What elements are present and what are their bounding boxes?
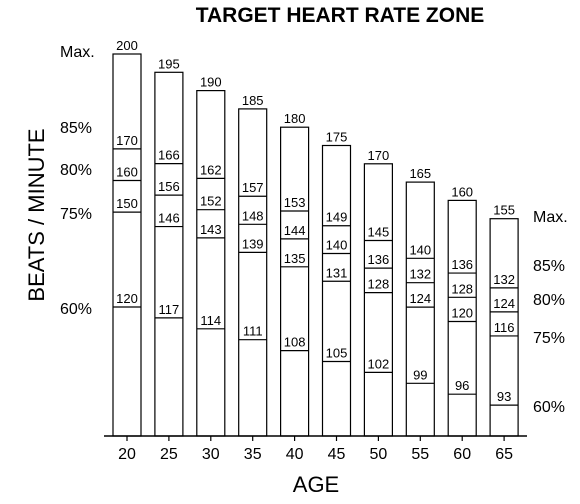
bar-age-25: [154, 71, 184, 437]
x-tick-label-45: 45: [328, 446, 346, 463]
x-tick-label-55: 55: [411, 446, 429, 463]
x-tick-label-65: 65: [495, 446, 513, 463]
value-label-75pct-20: 150: [116, 196, 138, 211]
value-label-80pct-20: 160: [116, 165, 138, 180]
x-tick-label-50: 50: [370, 446, 388, 463]
value-label-75pct-65: 116: [494, 320, 515, 335]
value-label-75pct-25: 146: [158, 211, 180, 226]
right-zone-label-80: 80%: [533, 292, 565, 309]
value-label-85pct-35: 157: [242, 180, 264, 195]
bar-age-30: [196, 89, 226, 437]
value-label-75pct-30: 143: [200, 222, 222, 237]
value-label-80pct-40: 144: [284, 223, 306, 238]
value-label-60pct-25: 117: [159, 302, 180, 317]
right-zone-label-85: 85%: [533, 258, 565, 275]
left-zone-label-80: 80%: [60, 162, 92, 179]
value-label-85pct-20: 170: [116, 133, 138, 148]
value-label-85pct-25: 166: [158, 148, 180, 163]
value-label-85pct-30: 162: [200, 162, 222, 177]
x-ticks-layer: 20 25 30 35 40 45 50 55 60 65: [118, 436, 513, 463]
right-zone-label-60: 60%: [533, 399, 565, 416]
y-axis-title: BEATS / MINUTE: [24, 128, 49, 301]
value-label-60pct-30: 114: [200, 313, 221, 328]
x-tick-label-60: 60: [453, 446, 471, 463]
value-label-80pct-35: 148: [242, 208, 264, 223]
x-tick-label-20: 20: [118, 446, 136, 463]
x-tick-label-40: 40: [286, 446, 304, 463]
value-label-max-40: 180: [284, 111, 306, 126]
bar-age-55: [405, 181, 435, 437]
value-label-60pct-20: 120: [116, 291, 138, 306]
value-label-60pct-50: 102: [368, 356, 390, 371]
value-label-max-30: 190: [200, 75, 222, 90]
value-label-85pct-60: 136: [451, 257, 473, 272]
value-label-75pct-35: 139: [242, 236, 264, 251]
left-zone-label-75: 75%: [60, 206, 92, 223]
value-label-60pct-60: 96: [455, 378, 469, 393]
value-label-60pct-55: 99: [413, 367, 427, 382]
value-label-80pct-60: 128: [451, 281, 473, 296]
value-label-max-25: 195: [158, 56, 180, 71]
right-zone-label-75: 75%: [533, 330, 565, 347]
value-label-60pct-40: 108: [284, 335, 306, 350]
bar-age-60: [447, 199, 477, 437]
value-label-80pct-55: 132: [409, 267, 431, 282]
x-tick-label-25: 25: [160, 446, 178, 463]
left-zone-label-max: Max.: [60, 44, 95, 61]
value-label-max-20: 200: [116, 38, 138, 53]
value-label-80pct-50: 136: [368, 252, 390, 267]
x-tick-label-35: 35: [244, 446, 262, 463]
bar-age-40: [280, 126, 310, 437]
bars-layer: 200 170 160 150 120 195 166 156 146 117 190 162 152 1…: [112, 38, 519, 437]
value-label-max-55: 165: [409, 166, 431, 181]
value-label-max-60: 160: [451, 184, 473, 199]
value-label-85pct-45: 149: [326, 210, 348, 225]
value-label-80pct-30: 152: [200, 194, 222, 209]
value-label-75pct-40: 135: [284, 251, 306, 266]
value-label-60pct-45: 105: [326, 346, 348, 361]
value-label-max-45: 175: [326, 130, 348, 145]
value-label-85pct-40: 153: [284, 195, 306, 210]
left-zone-label-85: 85%: [60, 120, 92, 137]
value-label-max-50: 170: [368, 148, 390, 163]
value-label-max-65: 155: [493, 203, 515, 218]
bar-age-35: [238, 108, 268, 437]
value-label-60pct-35: 111: [243, 324, 263, 339]
value-label-85pct-65: 132: [493, 272, 515, 287]
value-label-75pct-50: 128: [368, 277, 390, 292]
value-label-60pct-65: 93: [497, 389, 511, 404]
left-zone-label-60: 60%: [60, 301, 92, 318]
right-zone-label-max: Max.: [533, 209, 568, 226]
x-axis-title: AGE: [293, 472, 339, 497]
bar-age-45: [321, 144, 352, 437]
value-label-80pct-65: 124: [493, 296, 515, 311]
chart-title: TARGET HEART RATE ZONE: [196, 4, 485, 27]
value-label-80pct-25: 156: [158, 179, 180, 194]
value-label-75pct-55: 124: [409, 291, 431, 306]
value-label-75pct-60: 120: [451, 306, 473, 321]
value-label-80pct-45: 140: [326, 238, 348, 253]
x-tick-label-30: 30: [202, 446, 220, 463]
value-label-85pct-55: 140: [409, 242, 431, 257]
value-label-max-35: 185: [242, 93, 264, 108]
value-label-75pct-45: 131: [326, 265, 348, 280]
bar-age-50: [363, 163, 393, 437]
value-label-85pct-50: 145: [368, 224, 390, 239]
bar-age-20: [112, 53, 142, 437]
